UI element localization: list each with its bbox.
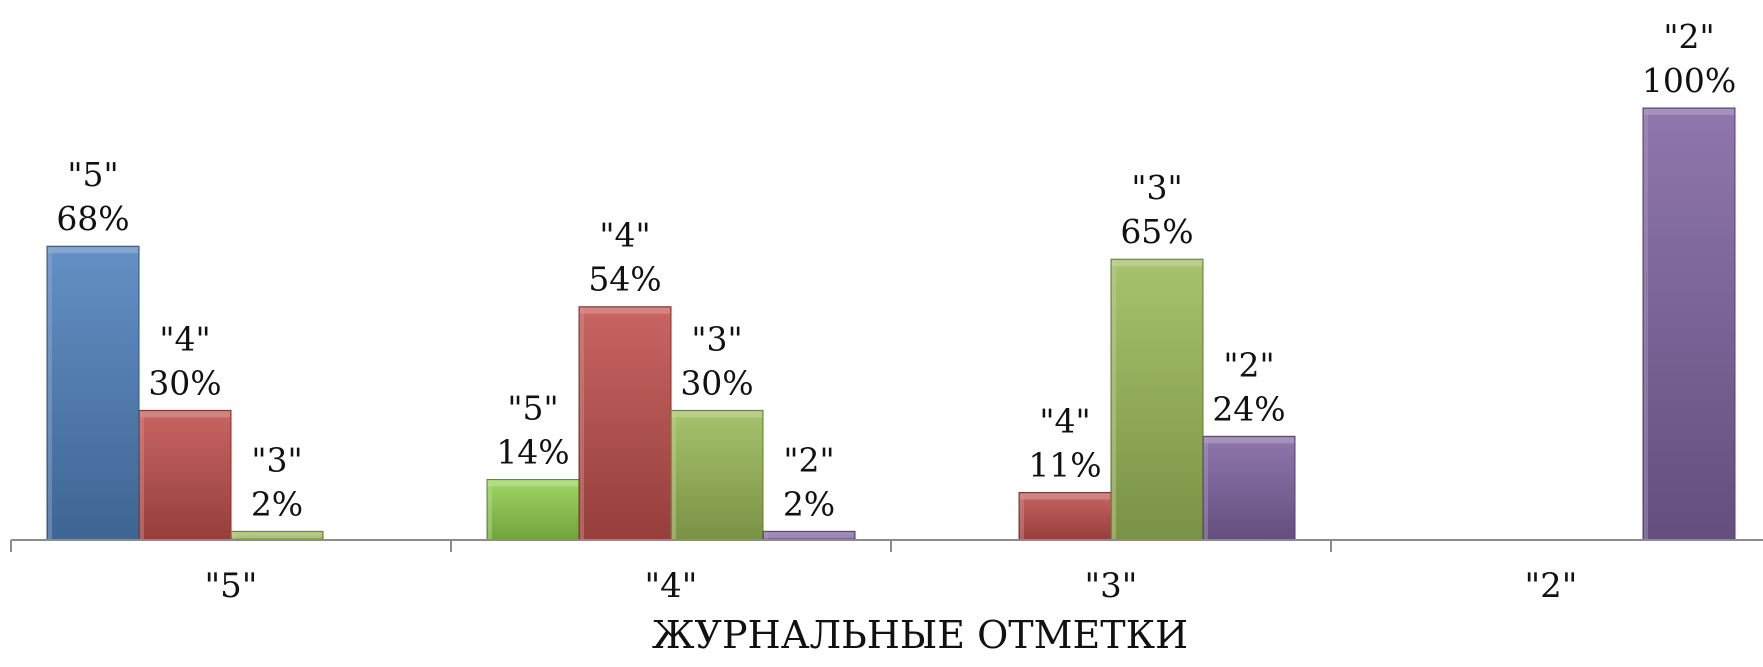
- data-label-value: 2%: [251, 484, 303, 523]
- x-tick-label: "4": [645, 566, 698, 606]
- bar-bevel-left: [488, 480, 492, 539]
- bar-group: [138, 409, 232, 541]
- x-tick-label: "2": [1525, 566, 1578, 606]
- data-label-value: 54%: [588, 260, 661, 299]
- data-label-series: "3": [1131, 168, 1182, 207]
- data-label-series: "4": [1039, 401, 1090, 440]
- data-labels-layer: "5" 68% "4" 30% "3" 2% "5" 14% "4" 54% "3" 30% "2" 2%…: [56, 17, 1736, 523]
- bar-bevel-left: [1204, 437, 1208, 539]
- data-label-value: 2%: [783, 484, 835, 523]
- data-label-series: "2": [1663, 17, 1714, 56]
- bar-bevel-top: [672, 411, 762, 418]
- bar: [1642, 107, 1736, 541]
- bar-bevel-left: [232, 532, 236, 539]
- bar: [138, 409, 232, 541]
- bar: [486, 479, 580, 541]
- bars-layer: [46, 107, 1736, 541]
- data-label-value: 30%: [680, 363, 753, 402]
- data-label-value: 11%: [1028, 445, 1101, 484]
- bar-bevel-top: [1204, 437, 1294, 444]
- bar: [46, 245, 140, 541]
- bar-bevel-top: [1112, 260, 1202, 267]
- bar-bevel-top: [232, 532, 322, 539]
- x-axis-title: ЖУРНАЛЬНЫЕ ОТМЕТКИ: [652, 613, 1188, 657]
- bar-group: [1202, 435, 1296, 541]
- bar: [1110, 258, 1204, 541]
- data-label-series: "5": [67, 155, 118, 194]
- data-label-series: "4": [159, 319, 210, 358]
- x-tick-label: "5": [205, 566, 258, 606]
- data-label-value: 65%: [1120, 212, 1193, 251]
- bar-bevel-left: [764, 532, 768, 539]
- bar-bevel-top: [48, 247, 138, 254]
- bar-group: [670, 409, 764, 541]
- data-label-value: 14%: [496, 433, 569, 472]
- bar: [1018, 491, 1112, 541]
- bar-group: [762, 530, 856, 541]
- bar: [578, 306, 672, 541]
- data-label-value: 30%: [148, 363, 221, 402]
- bar-group: [230, 530, 324, 541]
- bar-group: [1642, 107, 1736, 541]
- data-label-series: "2": [1223, 345, 1274, 384]
- bar-group: [1110, 258, 1204, 541]
- data-label-value: 24%: [1212, 389, 1285, 428]
- bar-bevel-left: [140, 411, 144, 539]
- data-label-series: "3": [251, 440, 302, 479]
- bar-bevel-top: [764, 532, 854, 539]
- bar-bevel-left: [48, 247, 52, 540]
- data-label-value: 100%: [1642, 61, 1736, 100]
- bar: [1202, 435, 1296, 541]
- bar-bevel-left: [1112, 260, 1116, 539]
- bar-bevel-left: [580, 307, 584, 539]
- data-label-series: "2": [783, 440, 834, 479]
- bar-bevel-top: [488, 480, 578, 487]
- bar-group: [46, 245, 140, 541]
- bar-bevel-left: [1644, 109, 1648, 539]
- bar: [670, 409, 764, 541]
- data-label-series: "4": [599, 216, 650, 255]
- bar-bevel-top: [1644, 109, 1734, 115]
- bar-bevel-top: [1020, 493, 1110, 500]
- x-axis: "5" "4" "3" "2": [10, 539, 1763, 606]
- data-label-series: "5": [507, 389, 558, 428]
- bar-bevel-top: [580, 307, 670, 314]
- bar-bevel-left: [672, 411, 676, 539]
- bar-group: [1018, 491, 1112, 541]
- bar-bevel-left: [1020, 493, 1024, 539]
- x-tick-label: "3": [1085, 566, 1138, 606]
- bar-group: [486, 479, 580, 541]
- data-label-series: "3": [691, 319, 742, 358]
- data-label-value: 68%: [56, 199, 129, 238]
- bar-group: [578, 306, 672, 541]
- bar-bevel-top: [140, 411, 230, 418]
